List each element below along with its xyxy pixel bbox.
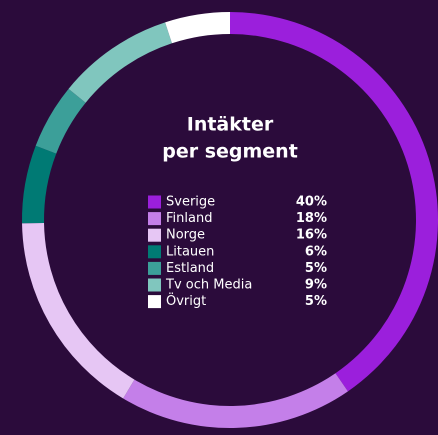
- legend-label: Finland: [166, 211, 212, 226]
- legend-label: Sverige: [166, 195, 215, 210]
- legend-swatch: [148, 228, 161, 242]
- legend-swatch: [148, 295, 161, 309]
- legend-swatch: [148, 212, 161, 226]
- donut-segment: [22, 145, 57, 224]
- legend-label: Övrigt: [166, 292, 206, 309]
- donut-segment: [68, 22, 172, 103]
- legend-label: Tv och Media: [165, 278, 252, 293]
- donut-segment: [165, 12, 230, 44]
- chart-title: Intäkter: [187, 114, 274, 136]
- legend-label: Estland: [166, 261, 214, 276]
- value-label: 16%: [296, 228, 327, 243]
- chart-title: per segment: [162, 141, 298, 163]
- legend-swatch: [148, 278, 161, 292]
- value-label: 5%: [305, 294, 327, 309]
- legend-swatch: [148, 261, 161, 275]
- value-label: 6%: [305, 244, 327, 259]
- donut-segment: [35, 88, 86, 154]
- value-label: 9%: [305, 278, 327, 293]
- legend-label: Norge: [166, 228, 205, 243]
- legend-swatch: [148, 195, 161, 209]
- value-label: 40%: [296, 195, 327, 210]
- value-label: 18%: [296, 211, 327, 226]
- donut-segment: [230, 12, 438, 392]
- donut-segment: [22, 222, 135, 399]
- legend-swatch: [148, 245, 161, 259]
- value-label: 5%: [305, 261, 327, 276]
- legend-label: Litauen: [166, 244, 214, 259]
- donut-segment: [123, 373, 348, 428]
